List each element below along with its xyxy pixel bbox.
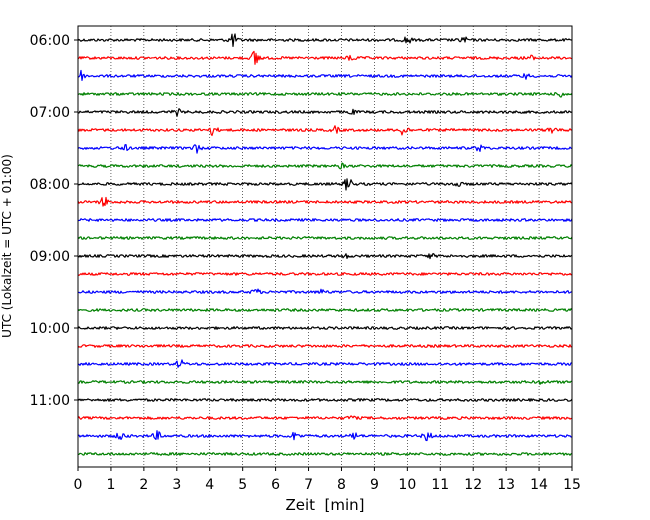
trace-line [77,218,573,222]
y-tick-label: 09:00 [30,249,70,265]
x-tick-label: 12 [464,477,482,493]
x-tick-label: 9 [370,477,379,493]
trace-line [77,50,573,65]
trace-line [77,33,573,48]
y-tick-label: 07:00 [30,105,70,121]
trace-line [77,236,573,240]
trace-line [77,178,573,191]
x-tick-label: 14 [530,477,548,493]
y-tick-label: 06:00 [30,33,70,49]
trace-line [77,430,573,442]
x-tick-label: 15 [563,477,581,493]
x-tick-label: 4 [205,477,214,493]
y-tick-label: 10:00 [30,321,70,337]
trace-line [77,398,573,402]
x-axis-label: Zeit [min] [285,496,364,514]
x-tick-label: 10 [398,477,416,493]
trace-line [77,380,573,385]
trace-line [77,272,573,276]
plot-area [78,26,572,467]
y-tick-label: 11:00 [30,393,70,409]
seismogram-traces [77,33,573,456]
trace-line [77,415,573,420]
x-tick-label: 5 [238,477,247,493]
x-tick-label: 8 [337,477,346,493]
trace-line [77,326,573,330]
x-tick-label: 7 [304,477,313,493]
trace-line [77,91,573,98]
trace-line [77,162,573,170]
x-tick-label: 13 [497,477,515,493]
trace-line [77,288,573,295]
y-tick-label: 08:00 [30,177,70,193]
trace-line [77,69,573,82]
trace-line [77,108,573,117]
trace-line [77,253,573,260]
plot-frame [77,25,573,468]
x-tick-label: 11 [431,477,449,493]
trace-line [77,144,572,154]
trace-line [77,359,573,368]
y-axis-ticks: 06:00 07:00 08:00 09:00 10:00 11:00 [30,33,78,409]
trace-line [77,452,573,456]
x-tick-label: 2 [139,477,148,493]
x-tick-label: 1 [106,477,115,493]
x-tick-label: 6 [271,477,280,493]
x-axis-ticks: 0 1 2 3 4 5 6 7 8 9 10 11 12 13 14 15 [74,467,581,493]
trace-line [77,125,573,137]
trace-line [77,344,573,348]
trace-line [77,308,573,312]
y-axis-label: UTC (Lokalzeit = UTC + 01:00) [0,154,14,338]
trace-line [77,196,572,207]
x-tick-label: 3 [172,477,181,493]
x-tick-label: 0 [74,477,83,493]
